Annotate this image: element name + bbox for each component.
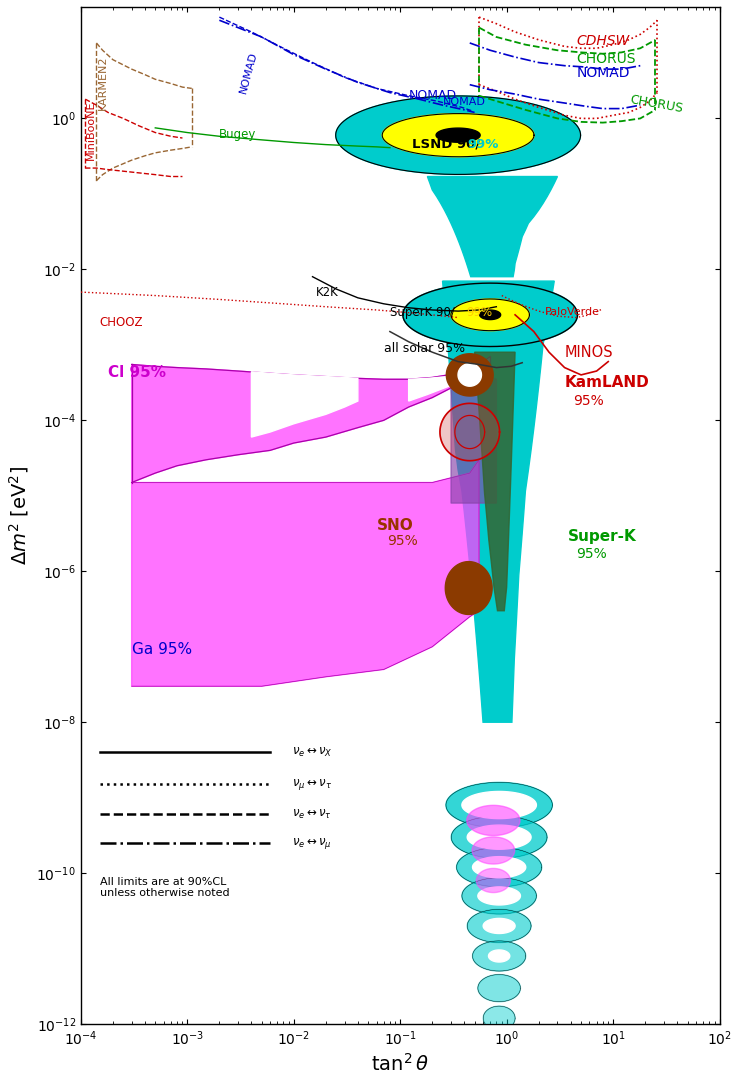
Polygon shape (446, 354, 493, 396)
X-axis label: $\tan^2\theta$: $\tan^2\theta$ (371, 1053, 429, 1076)
Text: 99%: 99% (466, 306, 493, 319)
Polygon shape (467, 805, 520, 835)
Polygon shape (458, 364, 481, 386)
Polygon shape (483, 1006, 515, 1030)
Text: 95%: 95% (573, 394, 604, 408)
Polygon shape (462, 791, 537, 819)
Polygon shape (467, 909, 531, 942)
Polygon shape (472, 857, 525, 878)
Polygon shape (472, 836, 514, 865)
Text: 99%: 99% (468, 137, 499, 150)
Text: MiniBooNE: MiniBooNE (86, 101, 96, 160)
Polygon shape (452, 816, 547, 858)
Polygon shape (251, 372, 358, 437)
Text: PaloVerde: PaloVerde (545, 307, 600, 317)
Polygon shape (451, 368, 497, 503)
Text: Bugey: Bugey (219, 128, 256, 141)
Polygon shape (480, 311, 500, 319)
Text: CHORUS: CHORUS (576, 52, 636, 66)
Polygon shape (462, 878, 537, 914)
Polygon shape (132, 460, 479, 686)
Text: 95%: 95% (576, 547, 607, 560)
Text: NOMAD: NOMAD (409, 89, 457, 102)
Polygon shape (436, 128, 480, 142)
Text: $\nu_e \leftrightarrow \nu_\mu$: $\nu_e \leftrightarrow \nu_\mu$ (292, 835, 332, 850)
Text: Cl 95%: Cl 95% (108, 365, 166, 380)
Text: $\nu_e \leftrightarrow \nu_\tau$: $\nu_e \leftrightarrow \nu_\tau$ (292, 808, 332, 821)
Polygon shape (451, 299, 529, 331)
Polygon shape (403, 283, 577, 346)
Text: $\nu_\mu \leftrightarrow \nu_\tau$: $\nu_\mu \leftrightarrow \nu_\tau$ (292, 777, 332, 792)
Polygon shape (443, 281, 554, 723)
Text: CDHSW: CDHSW (576, 34, 630, 48)
Polygon shape (446, 782, 552, 828)
Polygon shape (457, 847, 542, 887)
Polygon shape (132, 357, 490, 483)
Text: K2K: K2K (316, 286, 338, 299)
Polygon shape (446, 562, 492, 615)
Polygon shape (477, 869, 511, 893)
Text: KamLAND: KamLAND (565, 374, 650, 390)
Polygon shape (409, 373, 474, 401)
Polygon shape (474, 352, 515, 610)
Polygon shape (467, 826, 531, 849)
Polygon shape (478, 975, 520, 1002)
Polygon shape (472, 941, 525, 971)
Text: All limits are at 90%CL
unless otherwise noted: All limits are at 90%CL unless otherwise… (100, 876, 229, 898)
Polygon shape (427, 176, 557, 277)
Y-axis label: $\Delta m^2\ [\mathrm{eV}^2]$: $\Delta m^2\ [\mathrm{eV}^2]$ (7, 466, 31, 565)
Polygon shape (488, 950, 510, 962)
Text: NOMAD: NOMAD (238, 51, 259, 94)
Polygon shape (382, 114, 534, 157)
Text: LSND 90/: LSND 90/ (412, 137, 480, 150)
Text: $\nu_e \leftrightarrow \nu_X$: $\nu_e \leftrightarrow \nu_X$ (292, 745, 333, 758)
Text: NOMAD: NOMAD (576, 66, 630, 80)
Polygon shape (478, 887, 520, 905)
Text: SNO: SNO (377, 518, 413, 533)
Text: KARMEN2: KARMEN2 (98, 55, 108, 109)
Text: CHORUS: CHORUS (629, 93, 684, 116)
Text: Super-K: Super-K (568, 529, 637, 544)
Text: CHOOZ: CHOOZ (100, 316, 143, 329)
Text: 95%: 95% (387, 535, 418, 549)
Text: Ga 95%: Ga 95% (132, 642, 192, 657)
Text: NOMAD: NOMAD (443, 97, 486, 107)
Text: SuperK 90/: SuperK 90/ (390, 306, 454, 319)
Polygon shape (336, 96, 581, 174)
Polygon shape (483, 919, 515, 934)
Polygon shape (440, 404, 500, 461)
Text: MINOS: MINOS (565, 344, 613, 359)
Text: all solar 95%: all solar 95% (384, 342, 465, 355)
